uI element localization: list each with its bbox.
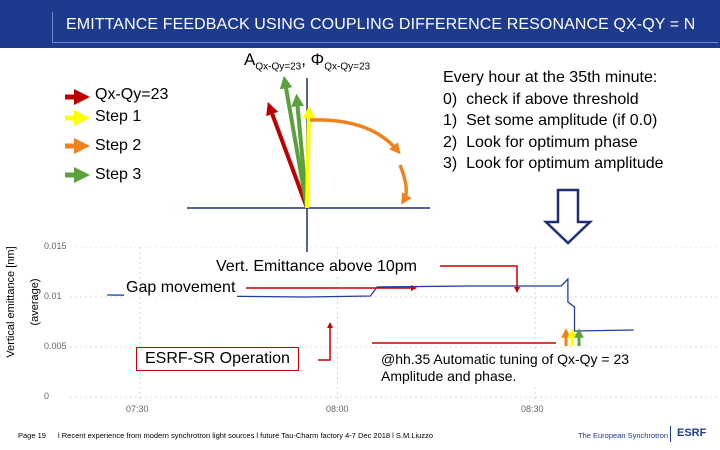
amp-symbol: A — [244, 50, 256, 69]
phasor-title: AQx-Qy=23, ΦQx-Qy=23 — [244, 50, 370, 72]
procedure-text: Every hour at the 35th minute: 0) check … — [443, 67, 664, 175]
step-number: 3) — [443, 155, 458, 172]
procedure-step: 1) Set some amplitude (if 0.0) — [443, 110, 664, 132]
annotation-auto-tuning: @hh.35 Automatic tuning of Qx-Qy = 23 Am… — [381, 351, 630, 385]
phasor-arrow-yellow — [302, 105, 316, 209]
y-tick-label: 0.015 — [44, 241, 67, 251]
legend-label-step1: Step 1 — [95, 108, 142, 125]
phasor-arc-orange — [309, 118, 401, 155]
annotation-gap-movement: Gap movement — [124, 279, 238, 297]
amp-subscript: Qx-Qy=23 — [255, 61, 302, 73]
footer-citation: l Recent experience from modern synchrot… — [58, 431, 434, 440]
step-text: check if above threshold — [466, 90, 639, 108]
footer: Page 19 l Recent experience from modern … — [0, 425, 720, 450]
y-tick-label: 0.005 — [44, 341, 67, 351]
step-text: Look for optimum phase — [466, 133, 638, 151]
emittance-connector — [440, 265, 520, 293]
footer-brand: The European Synchrotron — [578, 431, 669, 440]
phasor-arrow-green-b — [291, 93, 309, 209]
y-tick-label: 0.01 — [44, 291, 62, 301]
step-number: 1) — [443, 112, 458, 129]
phase-subscript: Qx-Qy=23 — [324, 61, 371, 73]
procedure-step: 2) Look for optimum phase — [443, 132, 664, 154]
annotation-esrf-operation: ESRF-SR Operation — [136, 347, 299, 371]
procedure-step: 0) check if above threshold — [443, 89, 664, 111]
slide-title: EMITTANCE FEEDBACK USING COUPLING DIFFER… — [66, 16, 696, 33]
procedure-step: 3) Look for optimum amplitude — [443, 153, 664, 175]
series-line — [107, 277, 634, 332]
footer-divider — [670, 426, 671, 442]
x-tick-label: 08:00 — [326, 404, 349, 414]
step-text: Look for optimum amplitude — [466, 155, 664, 172]
title-box — [52, 12, 718, 43]
esrf-logo: ESRF — [677, 427, 707, 439]
auto-tuning-line2: Amplitude and phase. — [381, 368, 517, 384]
page-number: Page 19 — [18, 431, 46, 440]
step-number: 0) — [443, 90, 458, 108]
x-tick-label: 07:30 — [126, 404, 149, 414]
phasor-arrow-red — [266, 101, 309, 209]
phasor-arc-orange-lower — [398, 164, 412, 205]
annotation-vert-emittance: Vert. Emittance above 10pm — [214, 258, 419, 276]
legend-label-step3: Step 3 — [95, 166, 142, 183]
x-tick-label: 08:30 — [521, 404, 544, 414]
legend-label-qxqy: Qx-Qy=23 — [95, 86, 169, 103]
legend-label-step2: Step 2 — [95, 137, 142, 154]
procedure-header: Every hour at the 35th minute: — [443, 69, 658, 86]
y-tick-label: 0 — [44, 391, 50, 401]
auto-tuning-line1: @hh.35 Automatic tuning of Qx-Qy = 23 — [381, 351, 630, 367]
phase-symbol: Φ — [310, 50, 325, 69]
operation-connector — [318, 322, 333, 361]
down-arrow-icon — [542, 188, 594, 245]
phasor-separator: , — [301, 50, 306, 69]
step-number: 2) — [443, 133, 458, 151]
step-text: Set some amplitude (if 0.0) — [466, 112, 658, 129]
